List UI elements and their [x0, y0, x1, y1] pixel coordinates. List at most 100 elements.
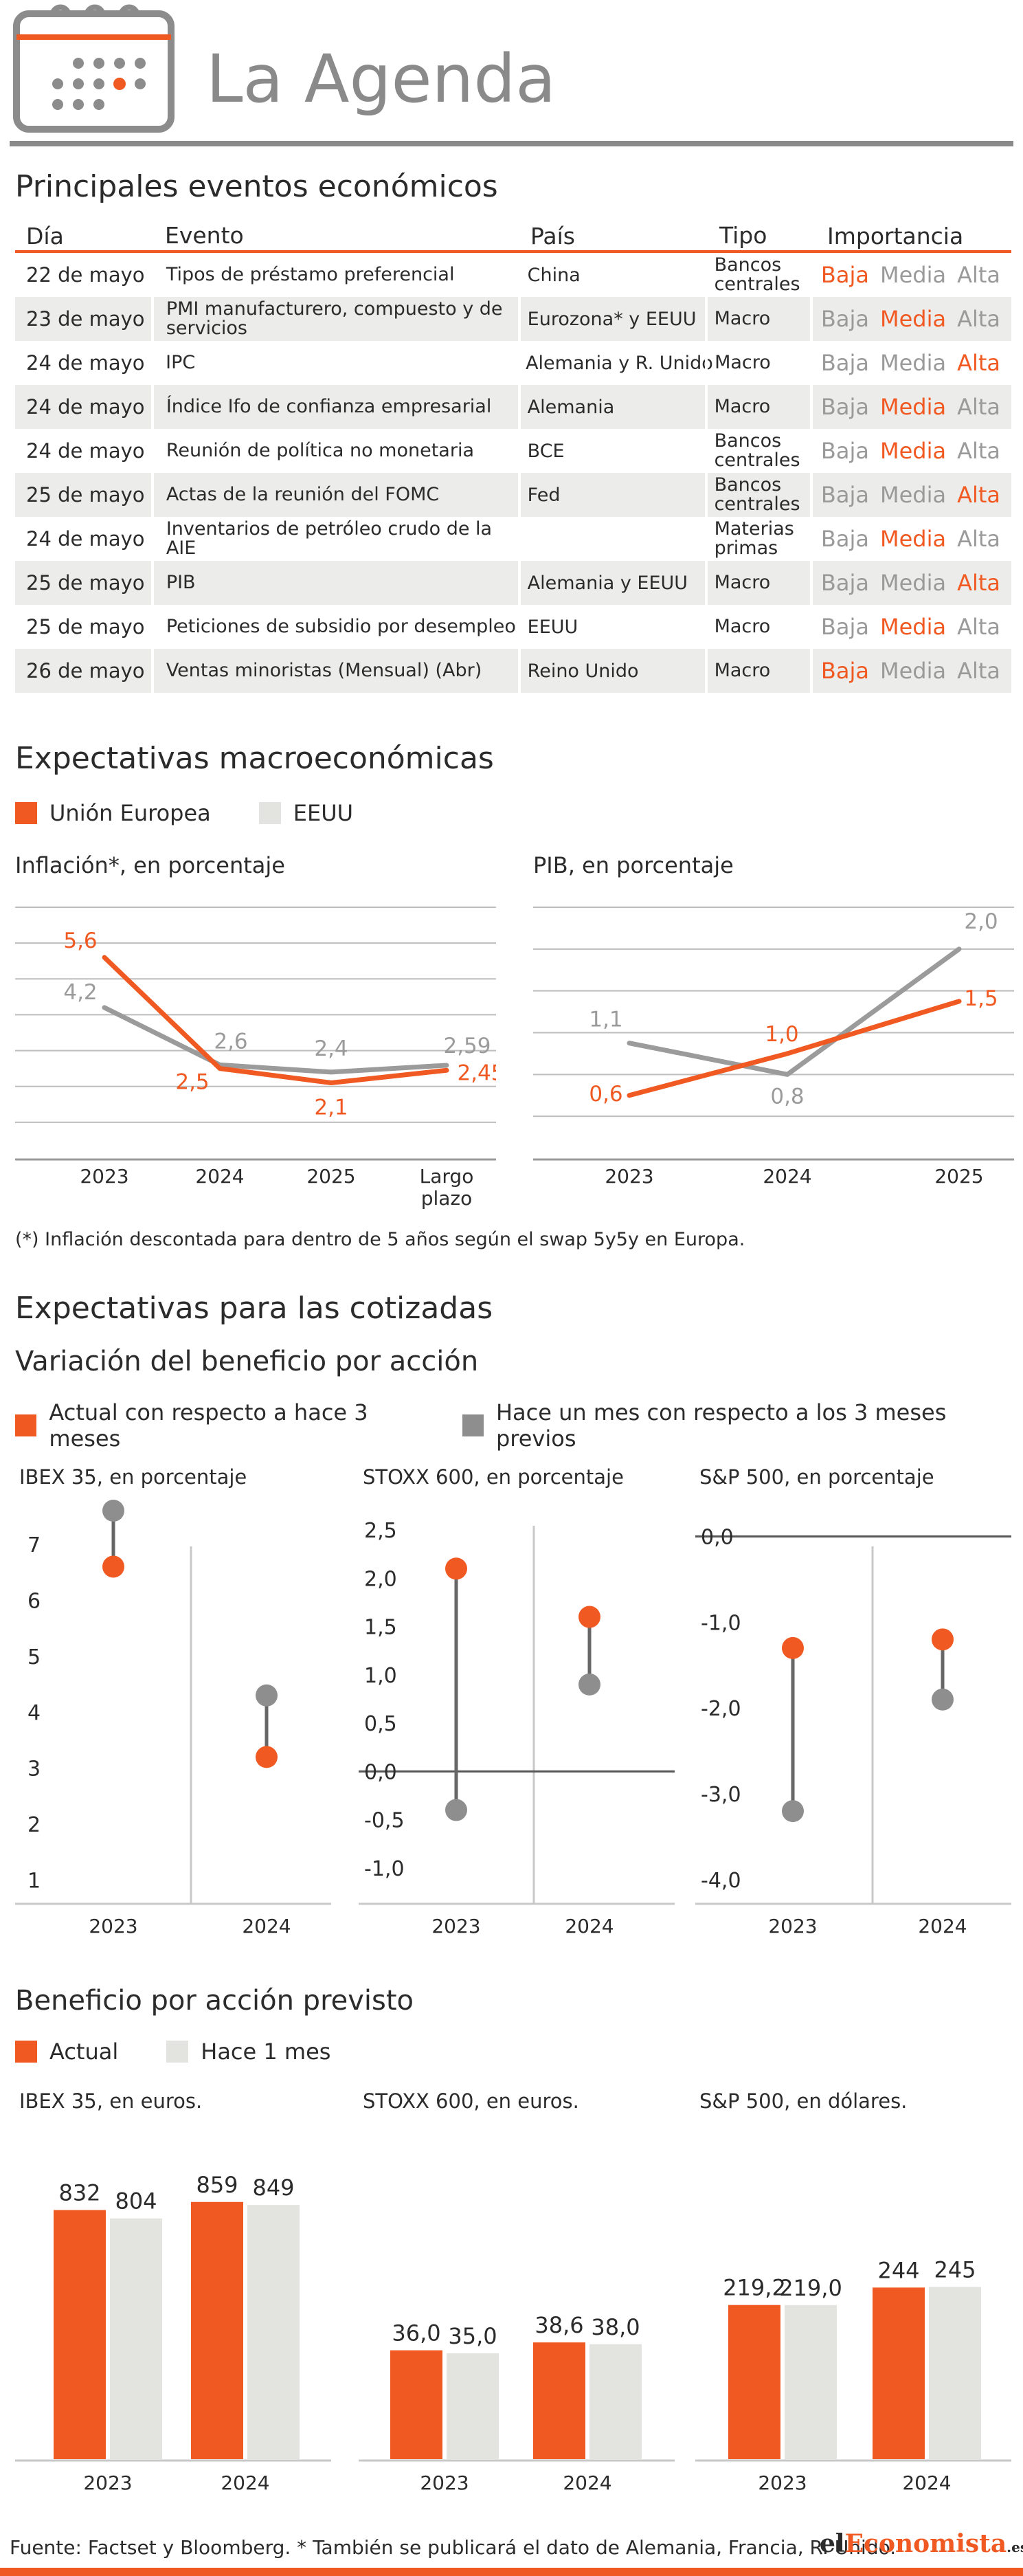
cell-pais: China: [517, 253, 705, 297]
macro-legend: Unión Europea EEUU: [15, 800, 353, 826]
x-tick-label: 2023: [758, 2472, 807, 2494]
table-row: 25 de mayo Peticiones de subsidio por des…: [15, 605, 1011, 649]
data-label: 4,2: [63, 980, 97, 1005]
brand-logo: elEconomista.es: [820, 2529, 1023, 2558]
cell-evento: PIB: [150, 561, 518, 605]
data-label: 1,5: [964, 986, 998, 1011]
page-title: La Agenda: [206, 41, 557, 118]
importance-level: Baja: [820, 614, 869, 640]
table-row: 22 de mayo Tipos de préstamo preferencial…: [15, 253, 1011, 297]
x-tick-label: 2023: [431, 1915, 480, 1937]
inflacion-chart-title: Inflación*, en porcentaje: [15, 852, 285, 878]
table-row: 24 de mayo Inventarios de petróleo crudo …: [15, 517, 1011, 561]
hace-1-mes-bar: [447, 2353, 499, 2459]
importance-level: Alta: [957, 350, 1000, 376]
x-tick-label: 2024: [565, 1915, 614, 1937]
cell-importancia: Baja Media Alta: [809, 605, 1011, 649]
cell-importancia: Baja Media Alta: [809, 429, 1011, 473]
cell-pais: Alemania: [517, 385, 705, 429]
importance-level: Baja: [820, 350, 869, 376]
brand-logo-economista: Economista: [844, 2529, 1007, 2558]
data-label: 2,6: [214, 1029, 247, 1054]
cell-tipo: Bancos centrales: [704, 429, 810, 473]
col-pais: País: [530, 222, 576, 249]
importance-level: Baja: [820, 658, 869, 684]
importance-level: Media: [879, 526, 947, 552]
inflacion-chart: 2023 2024 2025 Largo plazo 4,2 2,6 2,4 2,59 5,6 2,…: [15, 907, 496, 1210]
y-tick-label: -3,0: [701, 1783, 741, 1807]
hace-un-mes-point: [256, 1684, 278, 1707]
cell-pais: BCE: [517, 429, 705, 473]
data-label: 2,4: [314, 1036, 348, 1061]
legend-label-actual-bar: Actual: [49, 2039, 119, 2065]
importance-level: Alta: [957, 570, 1000, 596]
bar-value-label: 219,0: [779, 2275, 842, 2301]
y-tick-label: 5: [27, 1645, 41, 1669]
data-label: 2,0: [964, 909, 998, 934]
importance-level: Media: [879, 570, 947, 596]
data-label: 0,8: [770, 1084, 804, 1109]
cell-tipo: Macro: [704, 385, 810, 429]
importance-level: Baja: [820, 262, 869, 288]
x-tick-label: 2025: [306, 1165, 355, 1188]
importance-level: Baja: [820, 306, 869, 332]
x-tick-label: 2024: [221, 2472, 269, 2494]
hace-1-mes-bar: [247, 2205, 300, 2459]
col-dia: Día: [26, 222, 64, 249]
x-tick-label: 2024: [902, 2472, 951, 2494]
data-label: 0,6: [589, 1082, 622, 1107]
y-tick-label: 4: [27, 1701, 41, 1725]
cell-dia: 24 de mayo: [26, 527, 145, 551]
importance-level: Baja: [820, 570, 869, 596]
data-label: 1,1: [589, 1008, 622, 1032]
bpa-prev-stoxx-title: STOXX 600, en euros.: [363, 2089, 579, 2113]
x-tick-label: 2023: [80, 1165, 128, 1188]
y-tick-label: -0,5: [364, 1809, 405, 1833]
cell-importancia: Baja Media Alta: [809, 297, 1011, 341]
bpa-ibex-title: IBEX 35, en porcentaje: [19, 1465, 247, 1489]
y-tick-label: 0,0: [364, 1760, 397, 1784]
cell-evento: Tipos de préstamo preferencial: [150, 253, 518, 297]
events-table-header: Día Evento País Tipo Importancia: [15, 221, 1011, 253]
bar-value-label: 38,0: [591, 2314, 640, 2340]
cotizadas-subtitle: Variación del beneficio por acción: [15, 1346, 479, 1377]
importance-level: Media: [879, 658, 947, 684]
source-note: Fuente: Factset y Bloomberg. * También s…: [10, 2536, 897, 2559]
legend-swatch-actual: [15, 1414, 37, 1436]
x-tick-label: 2025: [934, 1165, 983, 1188]
data-label: 2,59: [443, 1034, 491, 1058]
importance-level: Alta: [957, 262, 1000, 288]
legend-swatch-ue: [15, 802, 37, 824]
data-label: 2,1: [314, 1096, 348, 1120]
cell-tipo: Macro: [704, 605, 810, 649]
cell-tipo: Macro: [704, 561, 810, 605]
bar-value-label: 219,2: [723, 2275, 786, 2301]
y-tick-label: -2,0: [701, 1697, 741, 1721]
brand-logo-es: .es: [1007, 2539, 1023, 2555]
y-tick-label: 2: [27, 1813, 41, 1837]
y-tick-label: -4,0: [701, 1869, 741, 1893]
eeuu-series-line: [627, 946, 962, 1077]
cell-evento: Reunión de política no monetaria: [150, 429, 518, 473]
y-tick-label: 2,5: [364, 1519, 397, 1543]
legend-label-hace-un-mes: Hace un mes con respecto a los 3 meses p…: [495, 1399, 947, 1452]
actual-bar: [873, 2287, 925, 2459]
legend-swatch-hace-1-mes: [166, 2041, 189, 2063]
col-tipo: Tipo: [719, 222, 767, 249]
importance-level: Media: [879, 394, 947, 420]
y-tick-label: 0,0: [701, 1525, 734, 1549]
table-row: 26 de mayo Ventas minoristas (Mensual) (A…: [15, 649, 1011, 693]
cell-importancia: Baja Media Alta: [809, 341, 1011, 385]
cell-importancia: Baja Media Alta: [809, 517, 1011, 561]
cell-dia: 23 de mayo: [26, 307, 145, 331]
cell-evento: Ventas minoristas (Mensual) (Abr): [150, 649, 518, 693]
hace-un-mes-point: [782, 1800, 804, 1823]
pib-chart: 2023 2024 2025 1,1 0,8 2,0 0,6 1,0 1,5: [533, 907, 1014, 1188]
importance-level: Alta: [957, 438, 1000, 464]
cell-dia: 24 de mayo: [26, 351, 145, 375]
beneficio-subtitle: Beneficio por acción previsto: [15, 1985, 414, 2017]
importance-level: Alta: [957, 526, 1000, 552]
hace-1-mes-bar: [929, 2287, 981, 2459]
x-tick-label: 2023: [768, 1915, 817, 1937]
